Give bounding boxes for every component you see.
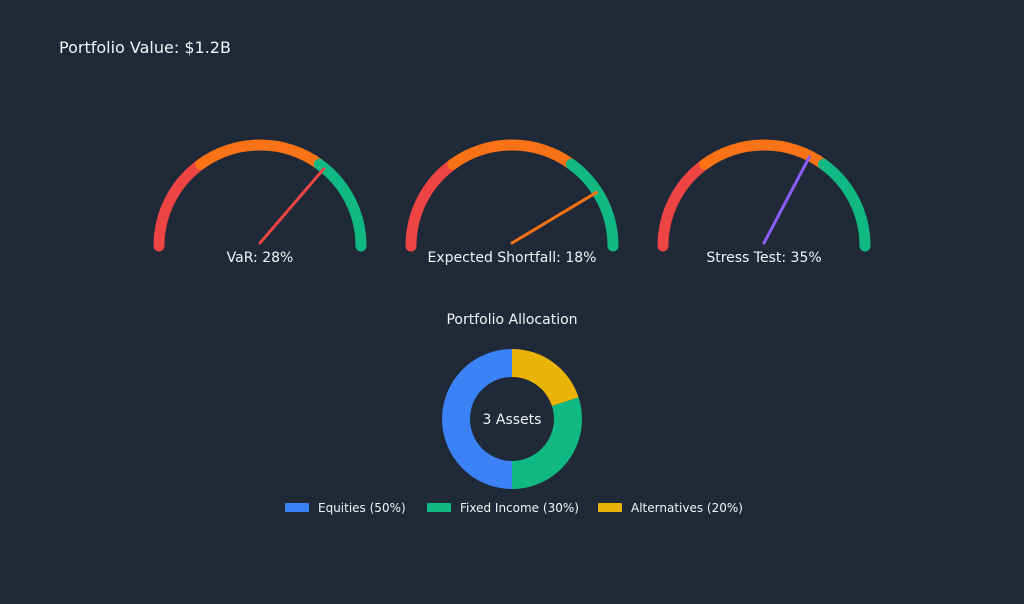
gauge-band-1 xyxy=(153,158,207,252)
legend-item: Fixed Income (30%) xyxy=(427,501,579,515)
legend-swatch xyxy=(427,503,451,512)
risk-gauges: VaR: 28% Expected Shortfall: 18% Stress Te… xyxy=(153,139,871,266)
portfolio-value-label: Portfolio Value: xyxy=(59,38,185,57)
portfolio-value-header: Portfolio Value: $1.2B xyxy=(59,38,231,57)
gauge-band-1 xyxy=(657,158,711,252)
gauge-band-1 xyxy=(405,158,459,252)
gauge-band-2 xyxy=(447,139,577,170)
portfolio-value-amount: $1.2B xyxy=(184,38,231,57)
donut-slice-fixed-income xyxy=(512,397,582,489)
donut-center-label: 3 Assets xyxy=(483,412,542,428)
gauge-needle xyxy=(762,155,811,245)
allocation-title: Portfolio Allocation xyxy=(446,312,577,328)
legend-item: Alternatives (20%) xyxy=(598,501,743,515)
allocation-donut-chart: Portfolio Allocation 3 Assets Equities (50… xyxy=(285,312,743,515)
gauge-needle xyxy=(510,190,598,245)
legend-label: Equities (50%) xyxy=(318,501,406,515)
legend-label: Alternatives (20%) xyxy=(631,501,743,515)
gauge-band-3 xyxy=(565,158,619,252)
gauge-label: Stress Test: 35% xyxy=(706,250,821,266)
donut-slice-alternatives xyxy=(512,349,579,407)
gauge-3: Stress Test: 35% xyxy=(657,139,871,266)
legend-swatch xyxy=(285,503,309,512)
donut-slice-equities xyxy=(442,349,512,489)
legend-swatch xyxy=(598,503,622,512)
gauge-label: Expected Shortfall: 18% xyxy=(428,250,597,266)
gauge-needle xyxy=(258,167,326,245)
gauge-label: VaR: 28% xyxy=(227,250,294,266)
gauge-2: Expected Shortfall: 18% xyxy=(405,139,619,266)
gauge-1: VaR: 28% xyxy=(153,139,367,266)
gauge-band-2 xyxy=(195,139,325,170)
allocation-legend: Equities (50%) Fixed Income (30%) Alternat… xyxy=(285,501,743,515)
legend-item: Equities (50%) xyxy=(285,501,406,515)
gauge-band-3 xyxy=(817,158,871,252)
gauge-band-3 xyxy=(313,158,367,252)
legend-label: Fixed Income (30%) xyxy=(460,501,579,515)
